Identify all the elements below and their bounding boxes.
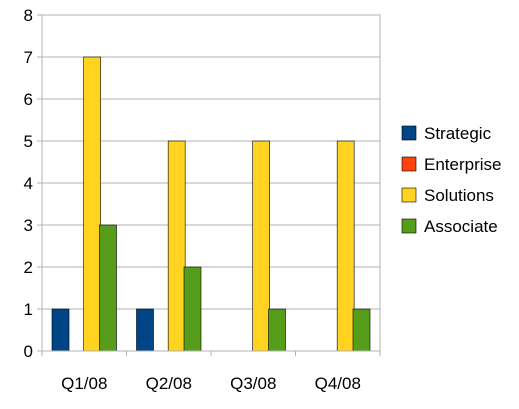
legend-label-associate: Associate (424, 217, 498, 236)
x-tick-label: Q2/08 (146, 374, 192, 393)
y-tick-label: 0 (24, 342, 33, 361)
y-tick-label: 5 (24, 132, 33, 151)
x-tick-labels: Q1/08 Q2/08 Q3/08 Q4/08 (61, 374, 361, 393)
bar-associate-Q3-08 (268, 308, 286, 352)
bar-solutions-Q3-08 (252, 140, 270, 352)
bar-solutions-Q2-08 (167, 140, 186, 352)
x-tick-label: Q3/08 (230, 374, 276, 393)
bar-associate-Q1-08 (99, 224, 117, 352)
y-tick-label: 2 (24, 258, 33, 277)
axes (37, 14, 381, 356)
legend-label-solutions: Solutions (424, 186, 494, 205)
x-tick-label: Q1/08 (61, 374, 107, 393)
bar-solutions-Q4-08 (336, 140, 355, 352)
legend-swatch-strategic (401, 125, 417, 141)
bar-associate-Q4-08 (352, 308, 371, 352)
bars (51, 56, 371, 352)
legend-label-enterprise: Enterprise (424, 155, 501, 174)
y-tick-label: 8 (24, 6, 33, 25)
legend-label-strategic: Strategic (424, 124, 492, 143)
y-tick-label: 6 (24, 90, 33, 109)
bar-solutions-Q1-08 (83, 56, 101, 352)
y-tick-label: 4 (24, 174, 33, 193)
bar-associate-Q2-08 (183, 266, 202, 352)
y-tick-label: 7 (24, 48, 33, 67)
legend-swatch-solutions (401, 187, 417, 203)
y-tick-labels: 0 1 2 3 4 5 6 7 8 (24, 6, 33, 361)
y-tick-label: 3 (24, 216, 33, 235)
bar-strategic-Q2-08 (136, 308, 154, 352)
legend-swatch-associate (401, 218, 417, 234)
legend: Strategic Enterprise Solutions Associate (401, 124, 501, 236)
y-tick-label: 1 (24, 300, 33, 319)
x-tick-label: Q4/08 (315, 374, 361, 393)
legend-swatch-enterprise (401, 156, 417, 172)
bar-strategic-Q1-08 (51, 308, 70, 352)
